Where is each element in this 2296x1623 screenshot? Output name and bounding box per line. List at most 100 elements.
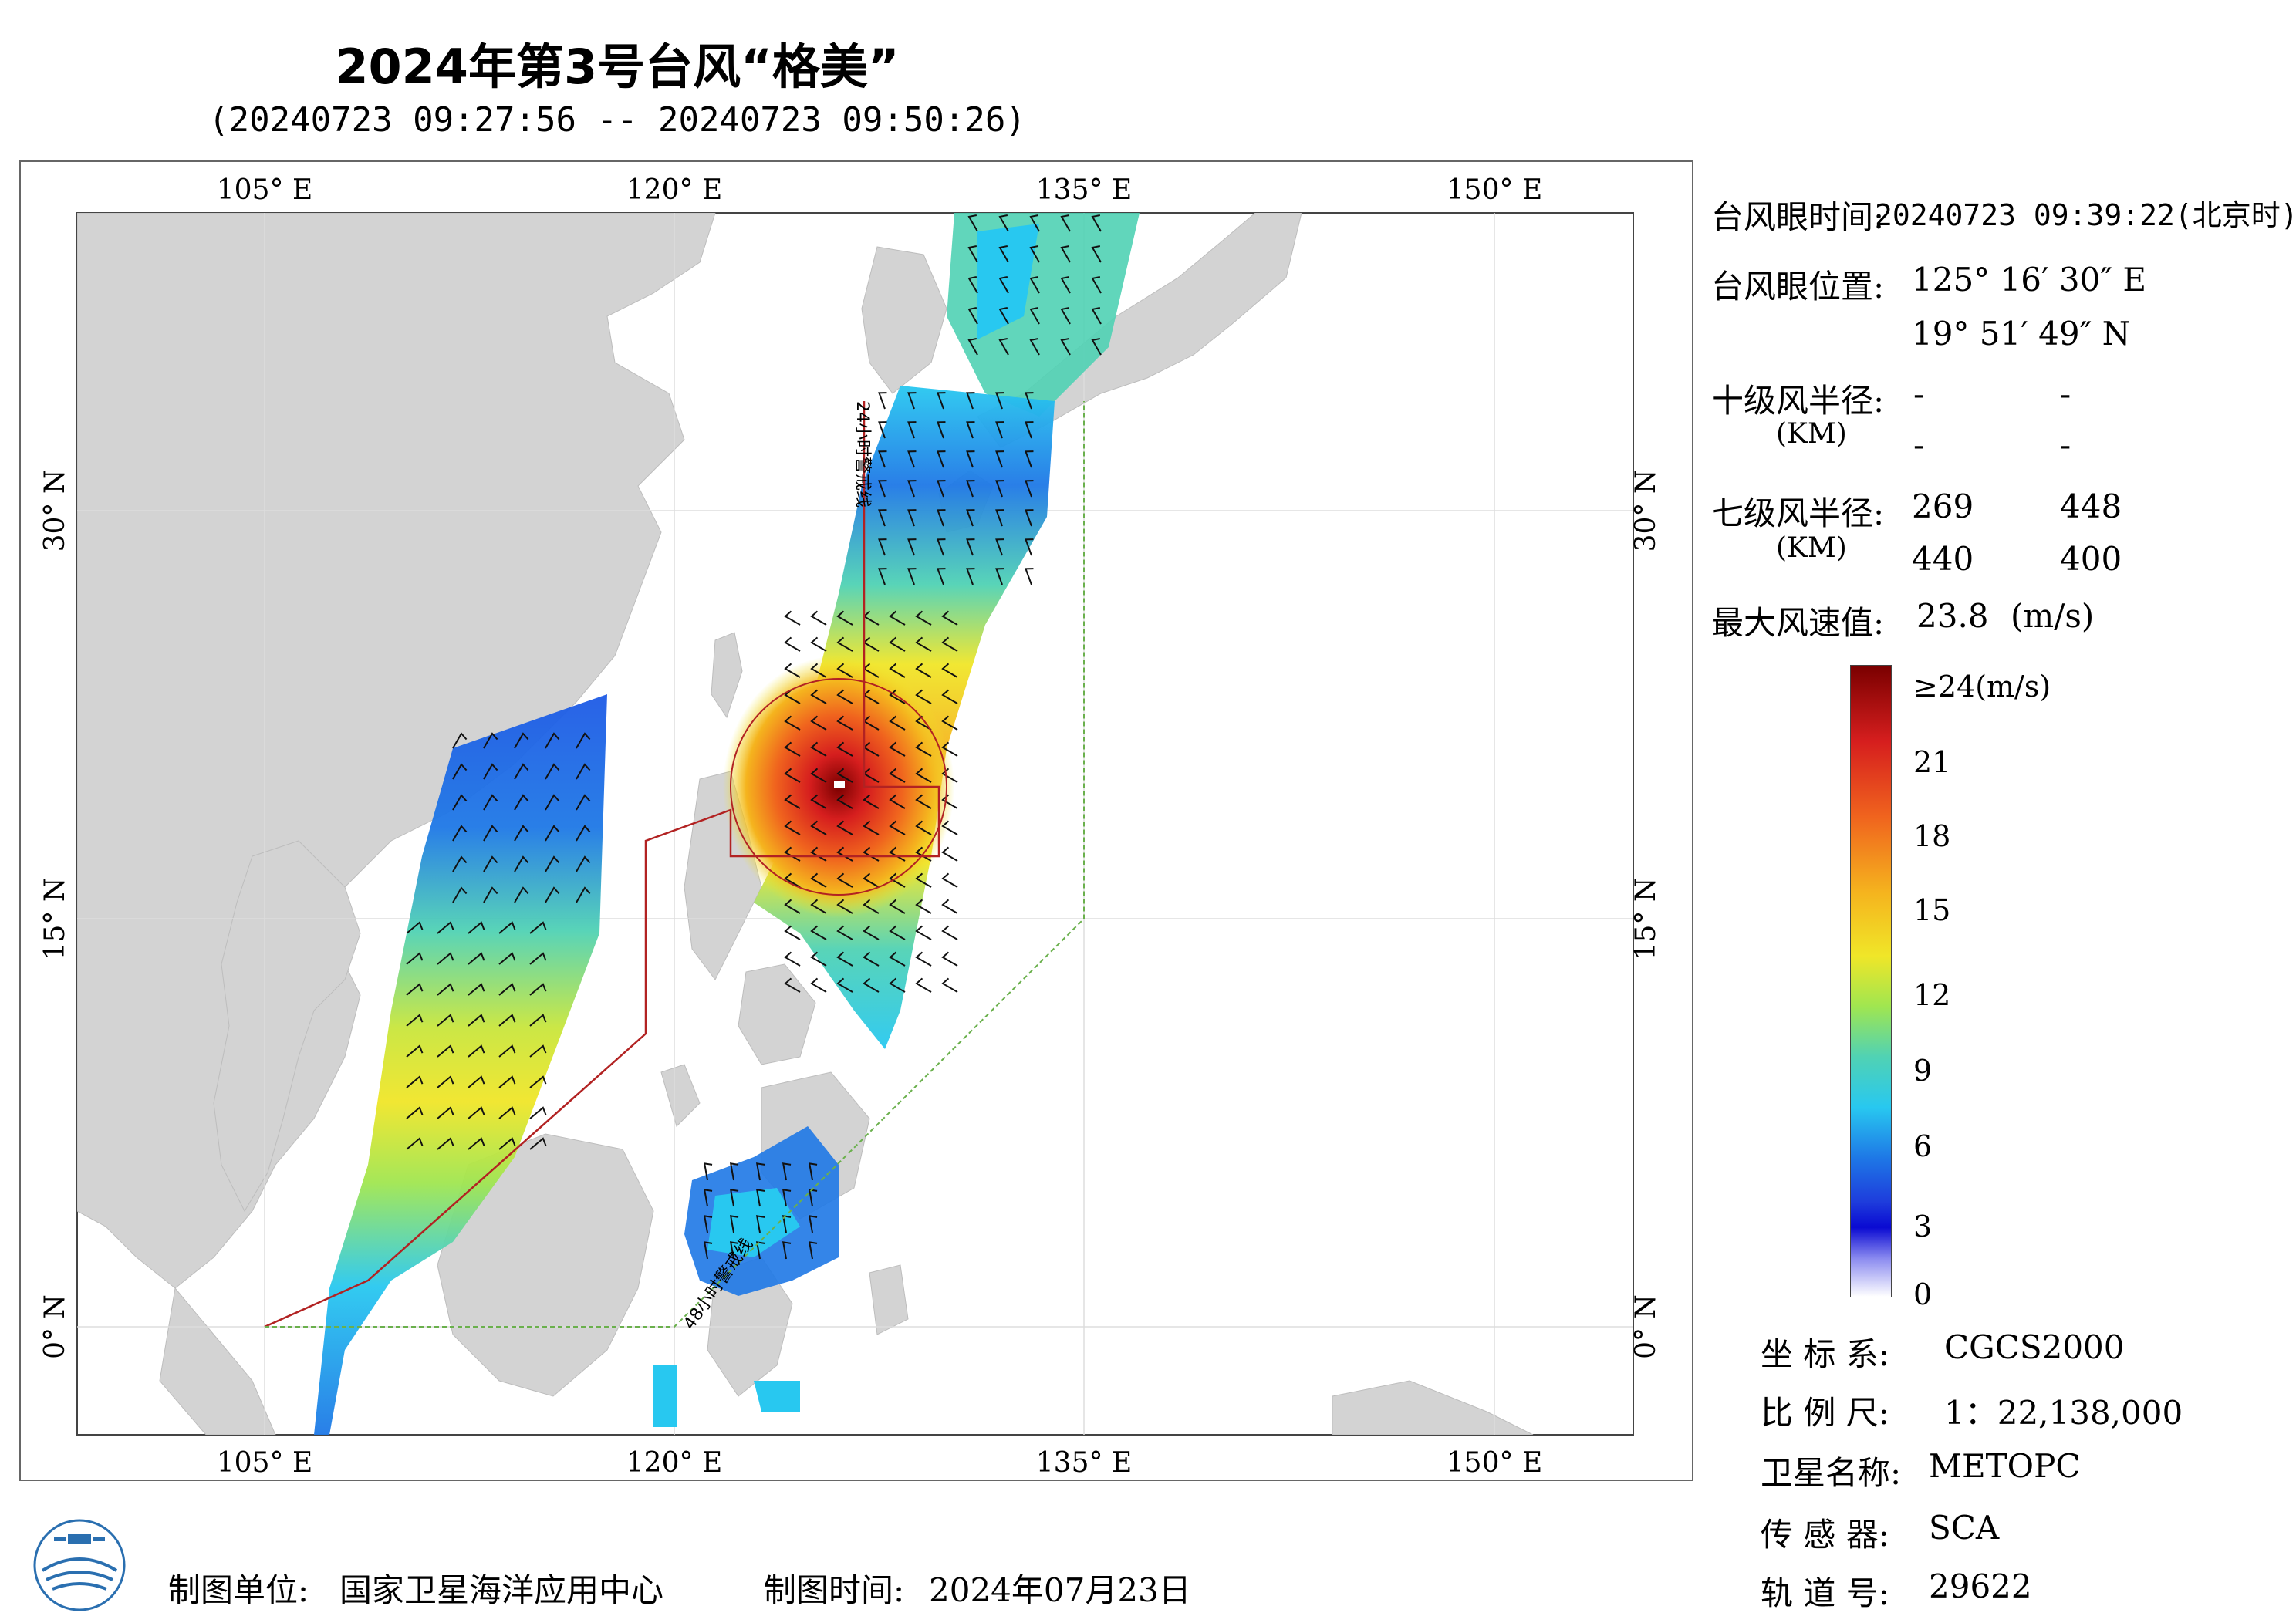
scale-label: 比 例 尺: <box>1761 1394 1889 1432</box>
wind-barb <box>915 794 932 809</box>
wind-barb <box>907 538 917 556</box>
wind-barb <box>863 820 880 835</box>
wind-barb <box>836 872 853 888</box>
wind-barb <box>810 715 827 731</box>
wind-barb <box>941 741 958 757</box>
wind-barb <box>529 1137 547 1150</box>
wind-barb <box>863 794 880 809</box>
wind-barb <box>889 768 906 783</box>
wind-barb <box>810 610 827 626</box>
wind-barb <box>889 636 906 652</box>
wind-barb <box>468 1106 485 1119</box>
wind-barb <box>937 509 946 527</box>
wind-barb <box>529 983 547 996</box>
wind-barb <box>437 1137 454 1150</box>
wind-barb <box>483 763 498 780</box>
wind-barb <box>529 1106 547 1119</box>
wind-barb <box>514 763 529 780</box>
wind-barb <box>468 921 485 934</box>
wind-barb <box>941 610 958 626</box>
wind-barb <box>836 768 853 783</box>
wind-barb <box>889 951 906 967</box>
left-lat-label: 0° N <box>39 1294 71 1359</box>
wind-barb <box>1060 338 1071 356</box>
wind-barb <box>1060 245 1071 263</box>
wind-barb <box>836 610 853 626</box>
wind-barb <box>545 855 560 872</box>
wind-barb <box>937 450 946 468</box>
wind-barb <box>483 794 498 811</box>
wind-barb <box>878 421 887 439</box>
wind-barb <box>576 732 591 749</box>
wind-barb <box>406 921 424 934</box>
wind-barb <box>406 1075 424 1088</box>
wind-barb <box>1025 538 1034 556</box>
wind-barb <box>937 392 946 410</box>
r10-value: - <box>2060 426 2071 464</box>
wind-barb <box>755 1241 765 1260</box>
colorbar-label: 6 <box>1913 1129 1933 1163</box>
wind-barb <box>576 886 591 903</box>
wind-barb <box>437 983 454 996</box>
wind-barb <box>545 886 560 903</box>
wind-barb <box>915 899 932 914</box>
wind-barb <box>889 794 906 809</box>
wind-barb <box>1025 421 1034 439</box>
wind-barb <box>836 663 853 678</box>
wind-barb <box>784 846 801 862</box>
orbit-label: 轨 道 号: <box>1761 1574 1889 1612</box>
wind-barb <box>889 715 906 731</box>
wind-barb <box>998 338 1009 356</box>
left-lat-label: 30° N <box>39 470 71 552</box>
wind-barb <box>889 741 906 757</box>
wind-barb <box>810 951 827 967</box>
satellite-value: METOPC <box>1929 1447 2081 1485</box>
wind-barb <box>703 1189 713 1207</box>
map-svg[interactable]: 24小时警戒线 48小时警戒线 105° E 120° E 135° E 150… <box>21 162 1692 1480</box>
wind-barb <box>1029 307 1040 325</box>
wind-barb <box>995 480 1004 498</box>
wind-barb <box>406 983 424 996</box>
wind-barb <box>836 951 853 967</box>
wind-barb <box>437 1014 454 1027</box>
wind-barb <box>878 538 887 556</box>
wind-barb <box>545 794 560 811</box>
wind-barb <box>1091 338 1102 356</box>
wind-barb <box>545 763 560 780</box>
wind-barb <box>810 820 827 835</box>
wind-barb <box>941 689 958 704</box>
colorbar-label: 12 <box>1913 978 1951 1012</box>
wind-barb <box>863 925 880 940</box>
top-lon-label: 120° E <box>626 174 722 206</box>
wind-barb <box>498 1075 516 1088</box>
wind-barb <box>810 977 827 993</box>
eye-time-label: 台风眼时间: <box>1711 198 1885 236</box>
wind-swaths <box>314 213 1140 1435</box>
wind-barb <box>784 925 801 940</box>
colorbar-label: 3 <box>1913 1210 1933 1243</box>
wind-barb <box>915 715 932 731</box>
wind-barb <box>889 663 906 678</box>
wind-barb <box>995 568 1004 585</box>
wind-barb <box>836 925 853 940</box>
wind-barb <box>468 983 485 996</box>
wind-barb <box>729 1241 739 1260</box>
bottom-lon-label: 135° E <box>1036 1447 1132 1479</box>
wind-barb <box>995 450 1004 468</box>
wind-barb <box>784 899 801 914</box>
wind-barb <box>784 768 801 783</box>
wind-barb <box>878 509 887 527</box>
wind-barb <box>937 538 946 556</box>
wind-barb <box>1091 245 1102 263</box>
wind-barb <box>576 763 591 780</box>
wind-barb <box>966 480 975 498</box>
wind-barb <box>1025 392 1034 410</box>
left-lat-labels: 30° N 15° N 0° N <box>39 470 71 1359</box>
wind-barb <box>576 855 591 872</box>
warning-line-48h <box>265 401 1085 1328</box>
r10-label: 十级风半径: <box>1711 382 1885 420</box>
wind-barb <box>529 1014 547 1027</box>
wind-barb <box>907 392 917 410</box>
eye-position-label: 台风眼位置: <box>1711 268 1885 305</box>
wind-barb <box>878 450 887 468</box>
